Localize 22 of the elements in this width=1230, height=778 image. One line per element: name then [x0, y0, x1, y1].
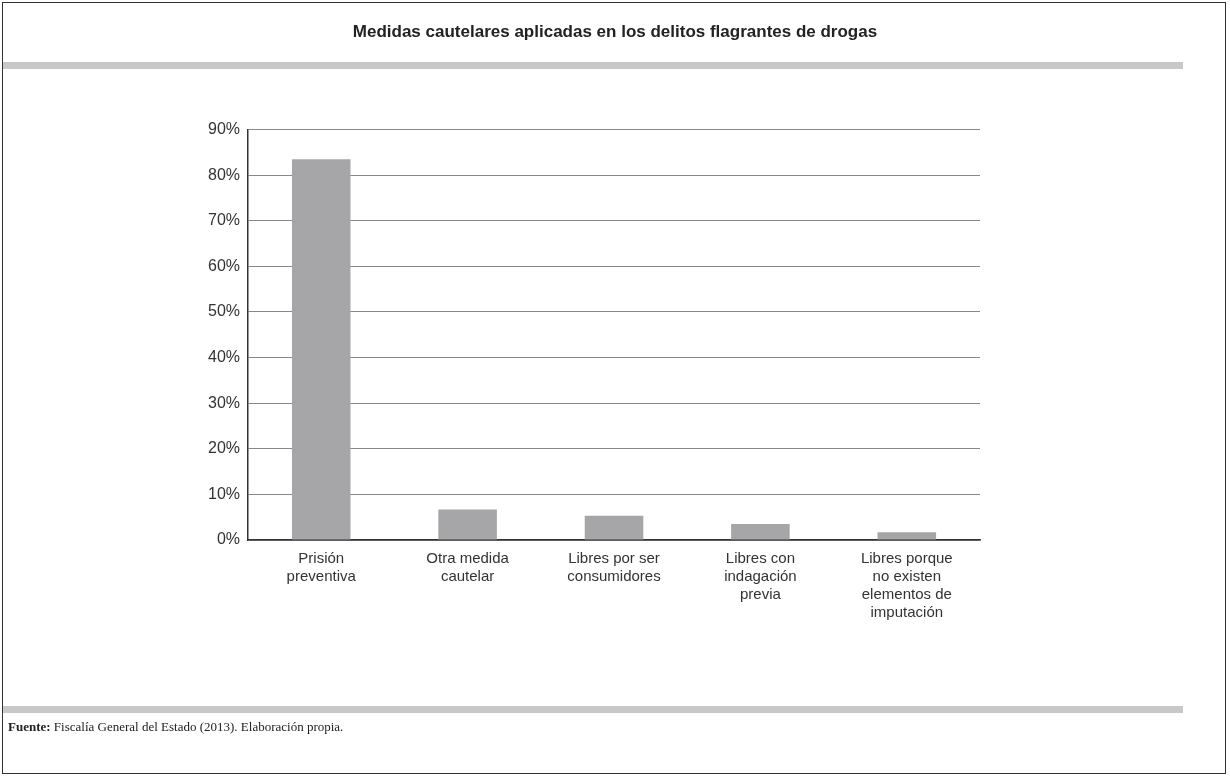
y-tick-label: 10%	[207, 484, 241, 502]
x-tick-label: Libres porque no existen elementos de imputación	[860, 549, 953, 621]
y-tick-label: 40%	[207, 348, 241, 366]
y-tick-label: 20%	[207, 439, 241, 457]
source-note: Fuente: Fiscalía General del Estado (2013). Elaboración propia.	[8, 719, 344, 735]
bar	[438, 509, 497, 540]
y-tick-label: 50%	[207, 302, 241, 320]
bar	[877, 532, 937, 540]
bar	[584, 515, 644, 540]
bar	[731, 524, 790, 540]
y-tick-label: 70%	[207, 211, 241, 229]
x-tick-label: Libres por ser consumidores	[567, 549, 661, 585]
y-tick-label: 0%	[216, 530, 241, 548]
y-tick-label: 60%	[207, 256, 241, 274]
x-tick-label: Otra medida cautelar	[426, 549, 510, 585]
y-tick-label: 80%	[207, 165, 241, 183]
x-tick-label: Libres con indagación previa	[724, 549, 797, 603]
y-tick-label: 30%	[207, 393, 241, 411]
chart-title: Medidas cautelares aplicadas en los delitos flagrantes de drogas	[351, 22, 879, 42]
x-tick-label: Prisión preventiva	[286, 549, 357, 585]
y-tick-label: 90%	[207, 120, 241, 138]
bar	[291, 159, 351, 540]
